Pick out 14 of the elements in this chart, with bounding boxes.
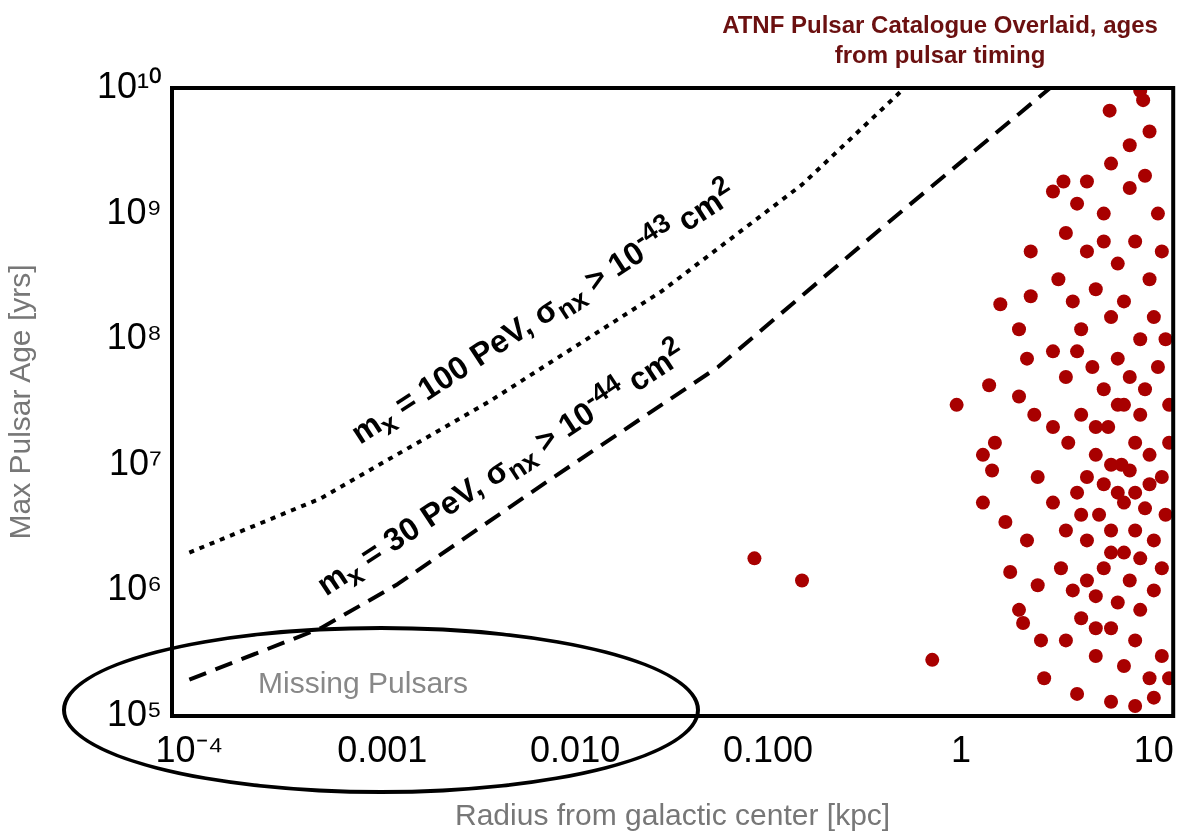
x-tick-label: 1 xyxy=(950,728,971,770)
y-tick-label: 10⁹ xyxy=(106,190,162,232)
y-axis-title: Max Pulsar Age [yrs] xyxy=(3,264,37,540)
chart-title: ATNF Pulsar Catalogue Overlaid, ages from pulsar timing xyxy=(721,10,1159,70)
x-tick-label: 0.001 xyxy=(337,728,428,770)
annotation: Missing Pulsars xyxy=(258,666,469,700)
y-tick-label: 10¹⁰ xyxy=(96,64,162,106)
x-tick-label: 10 xyxy=(1133,728,1174,770)
x-tick-label: 0.100 xyxy=(723,728,814,770)
y-tick-label: 10⁷ xyxy=(108,441,162,483)
x-tick-label: 0.010 xyxy=(530,728,621,770)
y-tick-label: 10⁶ xyxy=(107,567,162,609)
x-axis-title: Radius from galactic center [kpc] xyxy=(455,798,891,832)
y-tick-label: 10⁸ xyxy=(106,316,162,358)
